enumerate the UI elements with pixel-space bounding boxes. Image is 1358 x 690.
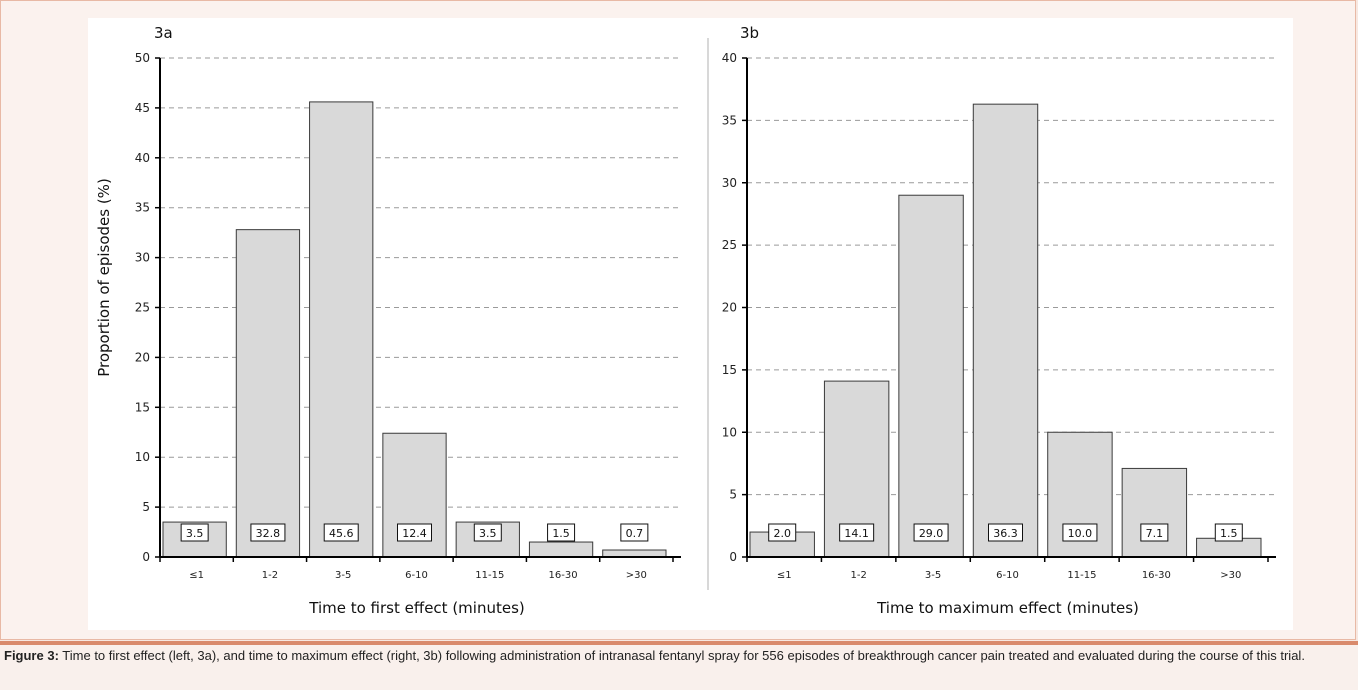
value-label-box bbox=[397, 523, 432, 542]
value-label-box bbox=[988, 523, 1023, 542]
value-label-box bbox=[323, 523, 359, 542]
value-label: 10.0 bbox=[1068, 527, 1093, 540]
value-label-box bbox=[547, 523, 576, 542]
value-label-box bbox=[473, 523, 502, 542]
x-tick-label: 16-30 bbox=[549, 570, 578, 581]
y-tick-label: 25 bbox=[722, 238, 737, 252]
y-tick-label: 25 bbox=[135, 301, 150, 315]
value-label-box bbox=[250, 523, 286, 542]
value-label: 1.5 bbox=[552, 527, 570, 540]
bar bbox=[898, 194, 964, 558]
value-label-box bbox=[1140, 523, 1169, 542]
value-label-box bbox=[180, 523, 209, 542]
y-tick-label: 35 bbox=[135, 201, 150, 215]
chart-panel-3b: 0 5 10 15 20 25 30 35 40 2.0 14.1 29.0 36.3 10.0 7.1 1.… bbox=[722, 24, 1276, 617]
x-tick-label: 1-2 bbox=[262, 570, 278, 581]
value-label: 7.1 bbox=[1146, 527, 1164, 540]
y-tick-label: 0 bbox=[142, 550, 150, 564]
y-tick-label: 45 bbox=[135, 101, 150, 115]
x-tick-label: 1-2 bbox=[850, 570, 866, 581]
x-tick-label: 11-15 bbox=[475, 570, 504, 581]
value-label: 45.6 bbox=[329, 527, 354, 540]
y-tick-label: 20 bbox=[722, 301, 737, 315]
bar bbox=[309, 101, 374, 558]
bar bbox=[235, 229, 301, 558]
y-tick-label: 20 bbox=[135, 350, 150, 364]
x-axis-title: Time to maximum effect (minutes) bbox=[876, 599, 1139, 617]
value-label-box bbox=[1062, 523, 1098, 542]
figure-caption: Figure 3: Time to first effect (left, 3a… bbox=[0, 641, 1358, 690]
value-label: 12.4 bbox=[402, 527, 427, 540]
panel-label: 3a bbox=[154, 24, 173, 42]
y-tick-label: 50 bbox=[135, 51, 150, 65]
y-tick-label: 5 bbox=[142, 500, 150, 514]
bar bbox=[528, 541, 594, 558]
x-tick-label: 6-10 bbox=[405, 570, 428, 581]
value-label: 14.1 bbox=[844, 527, 869, 540]
caption-text: Time to first effect (left, 3a), and tim… bbox=[62, 648, 1305, 663]
x-tick-label: >30 bbox=[626, 570, 647, 581]
y-tick-label: 30 bbox=[722, 176, 737, 190]
value-label-box bbox=[620, 523, 649, 542]
value-label: 29.0 bbox=[919, 527, 944, 540]
y-tick-label: 15 bbox=[135, 400, 150, 414]
panel-label: 3b bbox=[740, 24, 759, 42]
x-tick-label: >30 bbox=[1220, 570, 1241, 581]
bar bbox=[602, 549, 667, 558]
value-label: 3.5 bbox=[186, 527, 204, 540]
value-label-box bbox=[1214, 523, 1243, 542]
x-tick-label: 11-15 bbox=[1067, 570, 1096, 581]
y-tick-label: 15 bbox=[722, 363, 737, 377]
value-label: 3.5 bbox=[479, 527, 497, 540]
chart-panel-3a: 0 5 10 15 20 25 30 35 40 45 50 3.5 32.8 45.6 12.4 3.5 1.… bbox=[95, 24, 681, 617]
x-tick-label: ≤1 bbox=[777, 570, 792, 581]
y-tick-label: 40 bbox=[135, 151, 150, 165]
x-tick-label: 16-30 bbox=[1142, 570, 1171, 581]
value-label-box bbox=[839, 523, 875, 542]
y-tick-label: 0 bbox=[729, 550, 737, 564]
value-label: 2.0 bbox=[773, 527, 791, 540]
value-label: 32.8 bbox=[256, 527, 281, 540]
bar bbox=[972, 103, 1039, 558]
x-tick-label: 6-10 bbox=[996, 570, 1019, 581]
y-tick-label: 10 bbox=[722, 425, 737, 439]
bar bbox=[1121, 467, 1188, 558]
value-label: 36.3 bbox=[993, 527, 1018, 540]
caption-label: Figure 3: bbox=[4, 648, 59, 663]
y-axis-title: Proportion of episodes (%) bbox=[95, 178, 113, 377]
y-tick-label: 40 bbox=[722, 51, 737, 65]
figure-chart-area: 0 5 10 15 20 25 30 35 40 45 50 3.5 32.8 45.6 12.4 3.5 1.… bbox=[88, 18, 1293, 630]
x-axis-title: Time to first effect (minutes) bbox=[308, 599, 525, 617]
x-tick-label: 3-5 bbox=[925, 570, 941, 581]
value-label: 1.5 bbox=[1220, 527, 1238, 540]
y-tick-label: 10 bbox=[135, 450, 150, 464]
y-tick-label: 5 bbox=[729, 488, 737, 502]
y-tick-label: 30 bbox=[135, 251, 150, 265]
y-tick-label: 35 bbox=[722, 113, 737, 127]
x-tick-label: 3-5 bbox=[335, 570, 351, 581]
value-label-box bbox=[913, 523, 949, 542]
value-label-box bbox=[768, 523, 797, 542]
value-label: 0.7 bbox=[626, 527, 644, 540]
x-tick-label: ≤1 bbox=[189, 570, 204, 581]
